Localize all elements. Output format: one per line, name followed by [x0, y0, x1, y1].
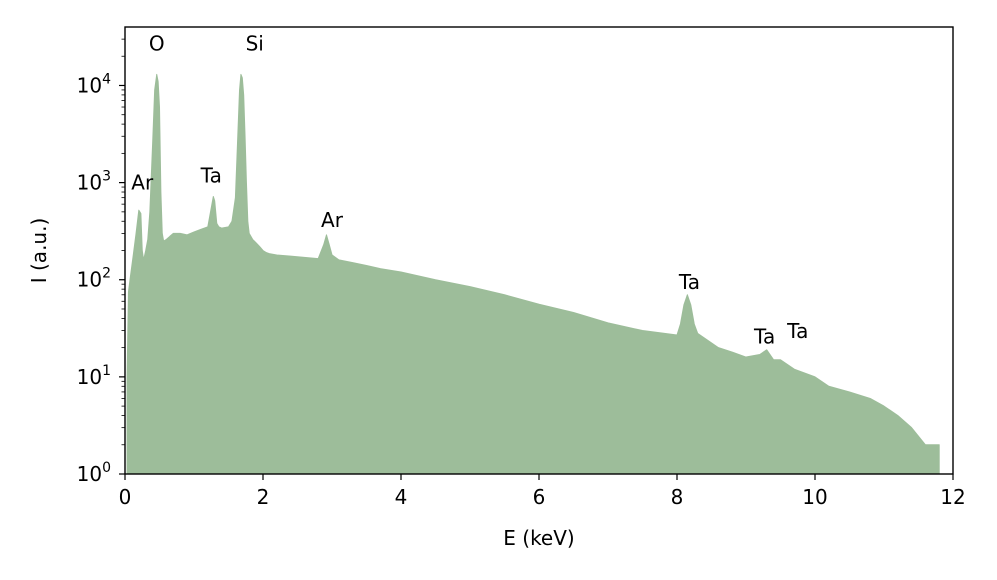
- y-axis-label: I (a.u.): [27, 218, 51, 284]
- plot-area: [126, 73, 940, 475]
- y-tick-label: 104: [77, 71, 111, 97]
- peak-label: Ar: [131, 170, 154, 194]
- x-tick-label: 2: [257, 485, 270, 509]
- x-tick-label: 10: [802, 485, 827, 509]
- peak-annotations: O Si Ar Ta Ar Ta Ta Ta: [131, 31, 808, 348]
- x-tick-label: 4: [395, 485, 408, 509]
- x-tick-label: 12: [940, 485, 965, 509]
- x-tick-label: 8: [671, 485, 684, 509]
- peak-label: Si: [246, 31, 264, 55]
- peak-label: Ta: [678, 270, 700, 294]
- peak-label: Ar: [321, 208, 344, 232]
- y-tick-label: 101: [77, 363, 111, 389]
- x-tick-label: 6: [533, 485, 546, 509]
- ticks: 0 2 4 6 8 10 12 100 101 102 103 104: [77, 38, 966, 509]
- peak-label: Ta: [753, 325, 775, 349]
- y-tick-label: 100: [77, 460, 111, 486]
- y-tick-label: 103: [77, 169, 111, 195]
- peak-label: Ta: [200, 164, 222, 188]
- x-axis-label: E (keV): [503, 526, 574, 550]
- spectrum-area-0: [126, 73, 940, 475]
- peak-label: Ta: [786, 319, 808, 343]
- x-tick-label: 0: [119, 485, 132, 509]
- peak-label: O: [149, 31, 165, 55]
- y-tick-label: 102: [77, 266, 111, 292]
